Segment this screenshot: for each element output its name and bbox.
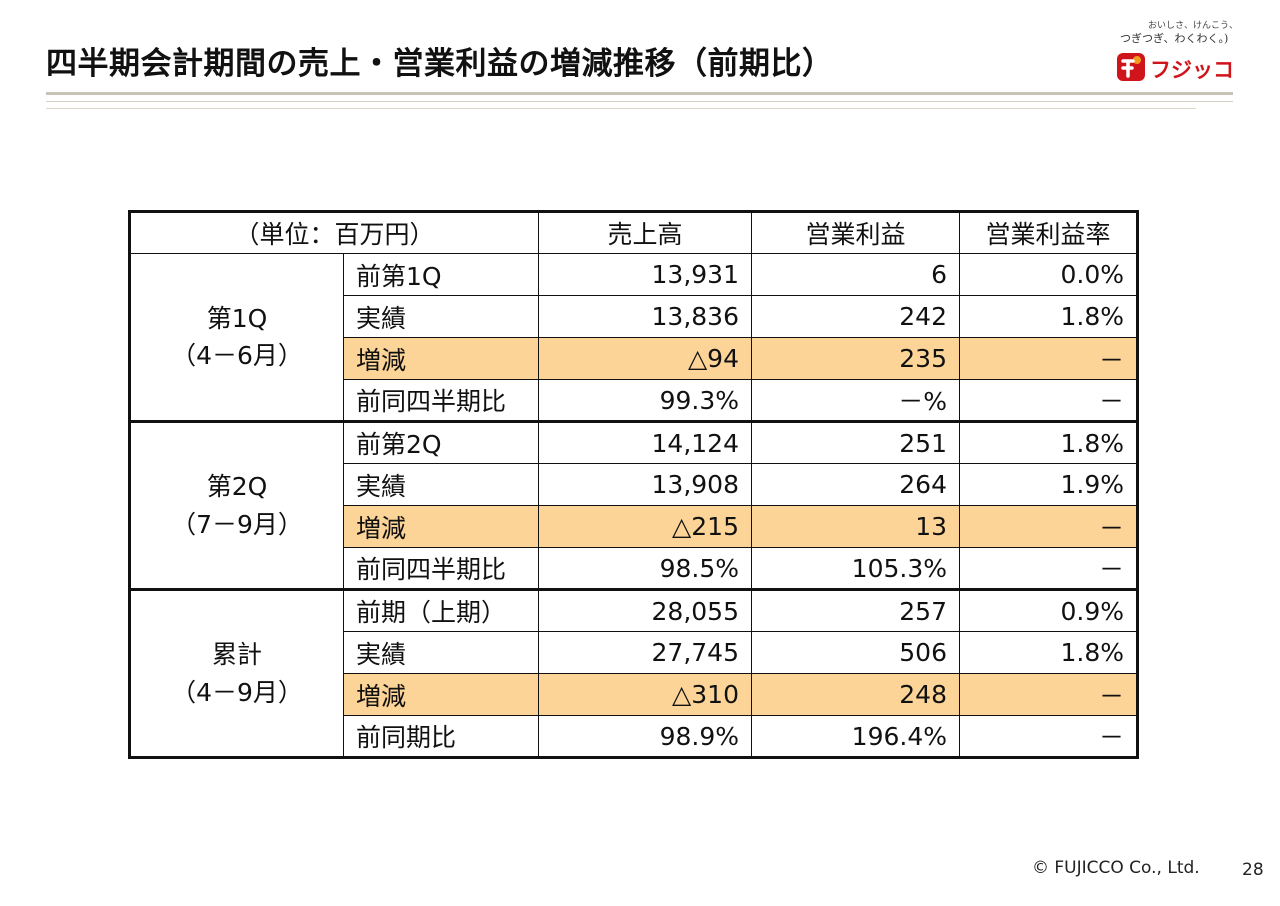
cell-sales: 98.5% (538, 547, 752, 591)
row-label: 前第2Q (343, 421, 539, 464)
row-label: 前同四半期比 (343, 379, 539, 423)
table-row: 前同四半期比 99.3% －% － (130, 379, 1138, 423)
header-sales: 売上高 (538, 211, 752, 254)
title-divider-thin (46, 101, 1233, 102)
cell-sales: △94 (538, 337, 752, 380)
cell-sales: 13,836 (538, 295, 752, 338)
row-label: 増減 (343, 673, 539, 716)
title-divider (46, 92, 1233, 95)
cell-op-margin: 0.0% (959, 253, 1138, 296)
cell-sales: 28,055 (538, 589, 752, 632)
cell-op-margin: 1.9% (959, 463, 1138, 506)
row-label: 前同四半期比 (343, 547, 539, 591)
row-label: 前第1Q (343, 253, 539, 296)
row-label: 増減 (343, 505, 539, 548)
cell-op-margin: － (959, 673, 1138, 716)
row-label: 実績 (343, 631, 539, 674)
header-unit: （単位：百万円） (129, 211, 539, 254)
cell-sales: △215 (538, 505, 752, 548)
page-number: 28 (1242, 860, 1264, 880)
page-title: 四半期会計期間の売上・営業利益の増減推移（前期比） (46, 46, 834, 82)
logo-tagline-small: おいしさ、けんこう、 (1148, 21, 1239, 31)
cell-sales: 98.9% (538, 715, 752, 758)
cell-op-margin: － (959, 547, 1138, 591)
row-label: 増減 (343, 337, 539, 380)
cell-op-margin: － (959, 715, 1138, 758)
cell-op-margin: 1.8% (959, 631, 1138, 674)
fujicco-mark-icon (1117, 53, 1145, 81)
cell-sales: △310 (538, 673, 752, 716)
cell-op-income: 105.3% (751, 547, 960, 591)
group-period: （4－9月） (171, 677, 303, 707)
cell-sales: 13,931 (538, 253, 752, 296)
table-row: 実績 27,745 506 1.8% (130, 631, 1138, 674)
row-label: 実績 (343, 295, 539, 338)
title-divider-thin-2 (46, 108, 1196, 109)
table-row-highlight: 増減 △310 248 － (130, 673, 1138, 716)
header-op-margin: 営業利益率 (959, 211, 1138, 254)
table-row: 累計 （4－9月） 前期（上期） 28,055 257 0.9% (129, 589, 1138, 758)
group-label-cumulative: 累計 （4－9月） (129, 589, 344, 758)
results-table: （単位：百万円） 売上高 営業利益 営業利益率 第1Q （4－6月） 前第1Q … (128, 210, 1139, 759)
cell-sales: 27,745 (538, 631, 752, 674)
group-period: （7－9月） (171, 509, 303, 539)
cell-op-income: 196.4% (751, 715, 960, 758)
group-period: （4－6月） (171, 341, 303, 370)
cell-op-income: －% (751, 379, 960, 423)
cell-op-income: 506 (751, 631, 960, 674)
cell-op-margin: 1.8% (959, 295, 1138, 338)
company-logo: おいしさ、けんこう、 つぎつぎ、わくわく。) フジッコ (1112, 18, 1252, 84)
table-row-highlight: 増減 △94 235 － (130, 337, 1138, 380)
table-row: 実績 13,836 242 1.8% (130, 295, 1138, 338)
logo-brand: フジッコ (1150, 58, 1234, 82)
table-row: 第2Q （7－9月） 前第2Q 14,124 251 1.8% (129, 421, 1138, 591)
group-name: 第1Q (206, 303, 268, 333)
logo-tagline: つぎつぎ、わくわく。) (1120, 32, 1229, 45)
cell-op-income: 6 (751, 253, 960, 296)
cell-op-margin: － (959, 337, 1138, 380)
cell-op-income: 13 (751, 505, 960, 548)
table-row: 前同期比 98.9% 196.4% － (130, 715, 1138, 758)
table-row: 前同四半期比 98.5% 105.3% － (130, 547, 1138, 591)
cell-sales: 13,908 (538, 463, 752, 506)
row-label: 前同期比 (343, 715, 539, 758)
table-header-row: （単位：百万円） 売上高 営業利益 営業利益率 (129, 211, 1138, 254)
cell-op-margin: 1.8% (959, 421, 1138, 464)
cell-sales: 99.3% (538, 379, 752, 423)
table-row-highlight: 増減 △215 13 － (130, 505, 1138, 548)
cell-op-income: 248 (751, 673, 960, 716)
group-name: 累計 (211, 640, 262, 669)
header-op-income: 営業利益 (751, 211, 960, 254)
cell-op-income: 235 (751, 337, 960, 380)
group-name: 第2Q (206, 472, 268, 501)
cell-op-margin: － (959, 505, 1138, 548)
group-label-2q: 第2Q （7－9月） (129, 421, 344, 591)
table-row: 第1Q （4－6月） 前第1Q 13,931 6 0.0% (129, 253, 1138, 423)
group-label-1q: 第1Q （4－6月） (129, 253, 344, 423)
cell-op-margin: － (959, 379, 1138, 423)
cell-op-income: 257 (751, 589, 960, 632)
cell-op-income: 242 (751, 295, 960, 338)
cell-op-income: 251 (751, 421, 960, 464)
row-label: 実績 (343, 463, 539, 506)
cell-op-income: 264 (751, 463, 960, 506)
cell-sales: 14,124 (538, 421, 752, 464)
copyright: © FUJICCO Co., Ltd. (1032, 858, 1200, 878)
cell-op-margin: 0.9% (959, 589, 1138, 632)
row-label: 前期（上期） (343, 589, 539, 632)
